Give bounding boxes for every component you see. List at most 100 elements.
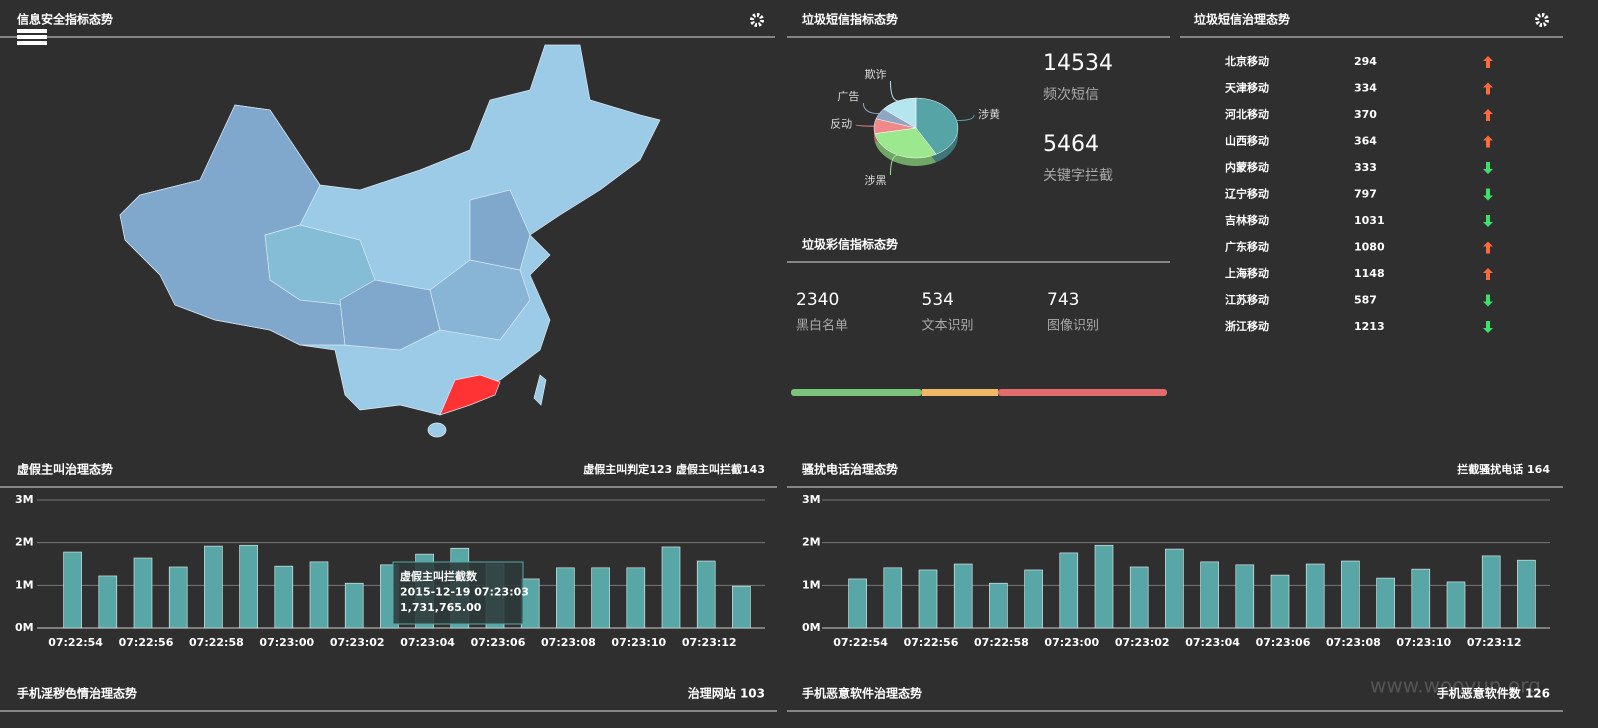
trend-arrow xyxy=(1483,268,1493,280)
y-tick-label: 0M xyxy=(15,621,34,634)
china-map xyxy=(119,44,661,438)
bar xyxy=(1094,544,1114,629)
bar xyxy=(732,585,751,629)
x-tick-label: 07:23:04 xyxy=(1185,636,1240,649)
x-tick-label: 07:23:00 xyxy=(259,636,314,649)
bar xyxy=(1517,559,1536,629)
trend-arrow xyxy=(1483,215,1493,227)
panel-title: 垃圾短信指标态势 xyxy=(802,12,898,27)
bar xyxy=(918,569,938,629)
leader-line xyxy=(855,124,875,127)
menu-icon[interactable] xyxy=(17,29,47,45)
row-name: 内蒙移动 xyxy=(1225,160,1269,174)
tooltip-text: 2015-12-19 07:23:03 xyxy=(400,586,529,599)
bar xyxy=(1024,569,1043,629)
leader-line xyxy=(862,102,880,115)
bar xyxy=(1446,581,1466,629)
x-tick-label: 07:23:02 xyxy=(330,636,385,649)
trend-arrow xyxy=(1483,56,1493,68)
bar xyxy=(989,582,1008,629)
row-value: 334 xyxy=(1354,82,1377,95)
x-tick-label: 07:22:56 xyxy=(119,636,174,649)
row-name: 江苏移动 xyxy=(1225,293,1269,307)
row-value: 1080 xyxy=(1354,241,1385,254)
gear-hole xyxy=(755,18,759,22)
pie-label: 欺诈 xyxy=(864,68,886,81)
row-value: 587 xyxy=(1354,294,1377,307)
panel-title: 信息安全指标态势 xyxy=(17,12,113,27)
bar xyxy=(661,546,681,629)
trend-arrow xyxy=(1483,82,1493,95)
bar xyxy=(274,565,294,629)
stat-label: 图像识别 xyxy=(1047,319,1099,334)
map-region-highlight xyxy=(439,374,501,416)
row-value: 370 xyxy=(1354,108,1377,121)
row-name: 吉林移动 xyxy=(1225,213,1269,227)
bar xyxy=(1270,574,1290,629)
bar xyxy=(239,544,258,629)
settings-icon[interactable] xyxy=(750,13,764,27)
bar xyxy=(63,551,82,629)
y-tick-label: 0M xyxy=(802,621,821,634)
x-tick-label: 07:23:10 xyxy=(1396,636,1451,649)
x-tick-label: 07:22:54 xyxy=(833,636,888,649)
map-island xyxy=(427,422,447,438)
trend-arrow xyxy=(1483,321,1493,333)
trend-arrow xyxy=(1483,109,1493,121)
bar xyxy=(696,560,716,629)
x-tick-label: 07:23:08 xyxy=(541,636,596,649)
bar xyxy=(1481,555,1501,629)
bar xyxy=(1059,552,1079,629)
y-tick-label: 2M xyxy=(15,536,34,549)
stat-value: 534 xyxy=(922,290,954,310)
panel-title: 虚假主叫治理态势 xyxy=(17,462,113,477)
progress-bar xyxy=(791,389,1167,396)
row-value: 333 xyxy=(1354,161,1377,174)
row-name: 北京移动 xyxy=(1225,54,1269,68)
pie-label: 广告 xyxy=(837,90,859,103)
settings-icon[interactable] xyxy=(1535,13,1549,27)
bar xyxy=(98,575,118,629)
trend-arrow xyxy=(1483,294,1493,307)
x-tick-label: 07:23:02 xyxy=(1115,636,1170,649)
gear xyxy=(750,13,764,27)
row-value: 1213 xyxy=(1354,320,1385,333)
stat-label: 黑白名单 xyxy=(796,318,848,334)
x-tick-label: 07:23:12 xyxy=(1467,636,1522,649)
y-tick-label: 1M xyxy=(802,578,821,591)
row-name: 广东移动 xyxy=(1225,240,1269,254)
panel-title: 垃圾短信治理态势 xyxy=(1194,12,1290,27)
pie-slice xyxy=(915,97,959,155)
x-tick-label: 07:22:54 xyxy=(48,636,103,649)
row-value: 1031 xyxy=(1354,214,1385,227)
panel-note: 虚假主叫判定123 虚假主叫拦截143 xyxy=(583,462,765,476)
x-tick-label: 07:23:10 xyxy=(611,636,666,649)
panel-title: 垃圾彩信指标态势 xyxy=(802,237,898,252)
x-tick-label: 07:22:56 xyxy=(904,636,959,649)
pie-slice xyxy=(883,97,917,129)
x-tick-label: 07:23:00 xyxy=(1044,636,1099,649)
stat-label: 关键字拦截 xyxy=(1043,168,1113,184)
pie-label: 反动 xyxy=(830,118,852,131)
row-value: 1148 xyxy=(1354,267,1385,280)
y-tick-label: 3M xyxy=(802,493,821,506)
tooltip-text: 1,731,765.00 xyxy=(400,601,482,614)
bar xyxy=(1376,577,1395,629)
stat-label: 频次短信 xyxy=(1043,87,1099,103)
leader-line xyxy=(889,80,899,102)
progress-segment xyxy=(791,389,922,396)
gear-hole xyxy=(1540,18,1544,22)
bar xyxy=(883,567,903,629)
progress-segment xyxy=(998,389,1167,396)
row-name: 天津移动 xyxy=(1225,81,1269,95)
row-name: 山西移动 xyxy=(1225,134,1269,148)
stat-value: 2340 xyxy=(796,290,839,310)
x-tick-label: 07:23:08 xyxy=(1326,636,1381,649)
y-tick-label: 2M xyxy=(802,536,821,549)
trend-arrow xyxy=(1483,188,1493,201)
y-tick-label: 3M xyxy=(15,493,34,506)
bar xyxy=(309,561,329,629)
panel-note: 拦截骚扰电话 164 xyxy=(1457,462,1550,476)
